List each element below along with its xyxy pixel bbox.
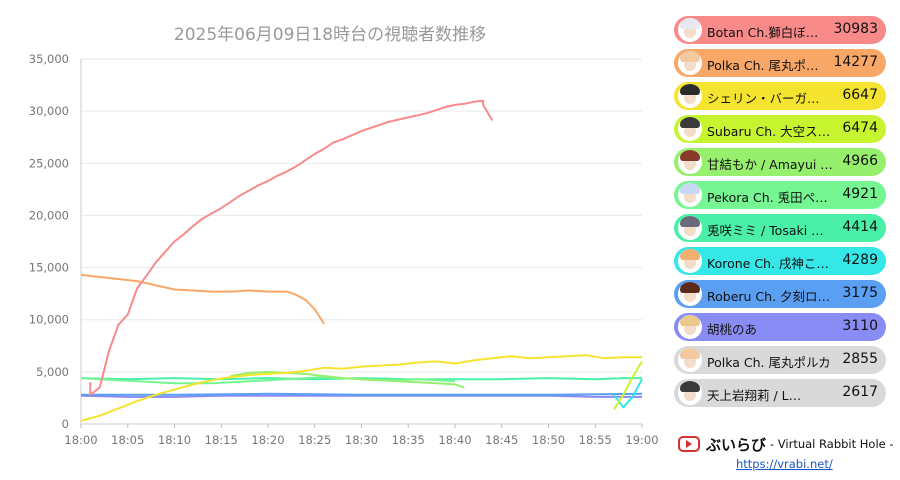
axes: 0 5,000 10,000 15,000 20,000 25,000 30,000 35,0… — [29, 52, 659, 447]
series-line-10 — [80, 394, 642, 398]
legend-value: 4289 — [842, 252, 878, 268]
series-line-3 — [80, 354, 642, 422]
avatar-icon — [678, 348, 702, 372]
legend-item[interactable]: Korone Ch. 戌神こ… 4289 — [674, 247, 886, 275]
legend-name: 胡桃のあ — [707, 322, 758, 337]
legend-name: Polka Ch. 尾丸ポルカ — [707, 355, 831, 370]
x-tick-label: 18:40 — [438, 433, 471, 447]
x-tick-label: 18:20 — [251, 433, 284, 447]
y-tick-label: 30,000 — [29, 104, 69, 118]
x-tick-label: 18:55 — [579, 433, 612, 447]
legend-name: 兎咲ミミ / Tosaki … — [707, 223, 824, 238]
legend-item[interactable]: 胡桃のあ 3110 — [674, 313, 886, 341]
legend-value: 2617 — [842, 384, 878, 400]
legend-name: Botan Ch.獅白ぼ… — [707, 25, 819, 40]
avatar-icon — [678, 249, 702, 273]
legend-value: 30983 — [833, 21, 878, 37]
play-button-icon — [678, 436, 700, 452]
legend-name: Polka Ch. 尾丸ポ… — [707, 58, 819, 73]
line-chart: 0 5,000 10,000 15,000 20,000 25,000 30,000 35,0… — [29, 52, 659, 447]
chart-area: 0 5,000 10,000 15,000 20,000 25,000 30,000 35,0… — [29, 25, 659, 447]
x-tick-label: 18:05 — [111, 433, 144, 447]
legend-value: 4921 — [842, 186, 878, 202]
series-line-4 — [613, 360, 643, 410]
grid-lines — [81, 58, 642, 425]
y-tick-label: 10,000 — [29, 313, 69, 327]
chart-title: 2025年06月09日18時台の視聴者数推移 — [173, 25, 487, 45]
legend-name: シェリン・バーガ… — [707, 91, 820, 106]
legend-item[interactable]: Polka Ch. 尾丸ポ… 14277 — [674, 49, 886, 77]
legend: Botan Ch.獅白ぼ… 30983 Polka Ch. 尾丸ポ… 14277 シェリ… — [670, 14, 888, 438]
x-tick-label: 18:10 — [158, 433, 191, 447]
legend-name: 天上岩翔莉 / L… — [707, 388, 802, 403]
series-line-2 — [80, 273, 325, 325]
avatar-icon — [678, 315, 702, 339]
y-tick-label: 35,000 — [29, 52, 69, 66]
avatar-icon — [678, 282, 702, 306]
y-tick-label: 0 — [62, 417, 69, 431]
series-line-9 — [81, 392, 643, 396]
avatar-icon — [678, 183, 702, 207]
legend-item[interactable]: Subaru Ch. 大空ス… 6474 — [674, 115, 886, 143]
brand-name: ぶいらび — [706, 436, 767, 454]
legend-value: 14277 — [833, 54, 878, 70]
legend-item[interactable]: Pekora Ch. 兎田ぺ… 4921 — [674, 181, 886, 209]
legend-name: Pekora Ch. 兎田ぺ… — [707, 190, 828, 205]
legend-name: Subaru Ch. 大空ス… — [707, 124, 831, 139]
legend-value: 4966 — [842, 153, 878, 169]
brand-link[interactable]: https://vrabi.net/ — [736, 457, 833, 471]
avatar-icon — [678, 381, 702, 405]
legend-item[interactable]: 兎咲ミミ / Tosaki … 4414 — [674, 214, 886, 242]
legend-value: 6647 — [842, 87, 878, 103]
brand-tagline: - Virtual Rabbit Hole - — [770, 437, 894, 451]
legend-item[interactable]: シェリン・バーガ… 6647 — [674, 82, 886, 110]
legend-item[interactable]: 甘結もか / Amayui … 4966 — [674, 148, 886, 176]
legend-value: 3110 — [842, 318, 878, 334]
series-line-5 — [230, 370, 465, 389]
series-line-1 — [89, 99, 494, 396]
series-lines — [80, 99, 643, 422]
legend-value: 2855 — [842, 351, 878, 367]
x-tick-label: 18:50 — [532, 433, 565, 447]
legend-name: 甘結もか / Amayui … — [707, 157, 833, 172]
legend-value: 6474 — [842, 120, 878, 136]
legend-name: Korone Ch. 戌神こ… — [707, 256, 829, 271]
avatar-icon — [678, 117, 702, 141]
x-tick-label: 18:00 — [64, 433, 97, 447]
avatar-icon — [678, 51, 702, 75]
x-tick-label: 18:25 — [298, 433, 331, 447]
legend-item[interactable]: Botan Ch.獅白ぼ… 30983 — [674, 16, 886, 44]
legend-item[interactable]: Roberu Ch. 夕刻ロ… 3175 — [674, 280, 886, 308]
x-tick-label: 18:15 — [205, 433, 238, 447]
y-tick-label: 15,000 — [29, 261, 69, 275]
series-line-7 — [80, 377, 642, 381]
legend-item[interactable]: 天上岩翔莉 / L… 2617 — [674, 379, 886, 407]
avatar-icon — [678, 216, 702, 240]
x-tick-label: 18:30 — [345, 433, 378, 447]
avatar-icon — [678, 84, 702, 108]
y-tick-label: 5,000 — [36, 365, 69, 379]
x-tick-label: 19:00 — [625, 433, 658, 447]
avatar-icon — [678, 150, 702, 174]
x-tick-label: 18:35 — [392, 433, 425, 447]
branding: ぶいらび - Virtual Rabbit Hole - https://vra… — [674, 432, 894, 476]
x-tick-label: 18:45 — [485, 433, 518, 447]
legend-name: Roberu Ch. 夕刻ロ… — [707, 289, 831, 304]
avatar-icon — [678, 18, 702, 42]
legend-value: 3175 — [842, 285, 878, 301]
y-tick-label: 25,000 — [29, 156, 69, 170]
legend-item[interactable]: Polka Ch. 尾丸ポルカ 2855 — [674, 346, 886, 374]
legend-value: 4414 — [842, 219, 878, 235]
y-tick-label: 20,000 — [29, 208, 69, 222]
